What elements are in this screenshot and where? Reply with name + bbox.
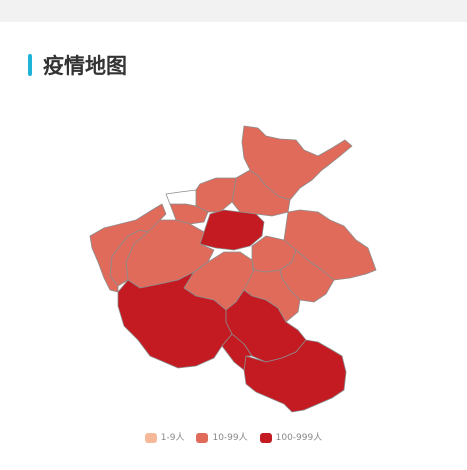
map-region[interactable] xyxy=(221,333,253,371)
map-legend: 1-9人 10-99人 100-999人 xyxy=(0,431,467,445)
legend-item-mid[interactable]: 10-99人 xyxy=(196,432,248,444)
legend-swatch xyxy=(259,433,272,443)
legend-label: 1-9人 xyxy=(160,433,185,443)
top-strip xyxy=(0,0,467,22)
title-accent-bar xyxy=(28,54,32,76)
map-region[interactable] xyxy=(89,203,167,293)
province-map-svg xyxy=(89,125,377,413)
map-region[interactable] xyxy=(231,169,291,217)
legend-item-low[interactable]: 1-9人 xyxy=(144,432,185,444)
section-title: 疫情地图 xyxy=(43,54,127,78)
legend-swatch xyxy=(196,433,209,443)
legend-swatch xyxy=(144,433,157,443)
legend-label: 100-999人 xyxy=(275,433,323,443)
map-region[interactable] xyxy=(279,249,335,303)
legend-label: 10-99人 xyxy=(212,433,248,443)
epidemic-map xyxy=(0,90,467,430)
map-region[interactable] xyxy=(243,339,347,413)
section-header: 疫情地图 xyxy=(0,52,467,80)
map-region xyxy=(165,189,197,207)
legend-item-high[interactable]: 100-999人 xyxy=(259,432,323,444)
